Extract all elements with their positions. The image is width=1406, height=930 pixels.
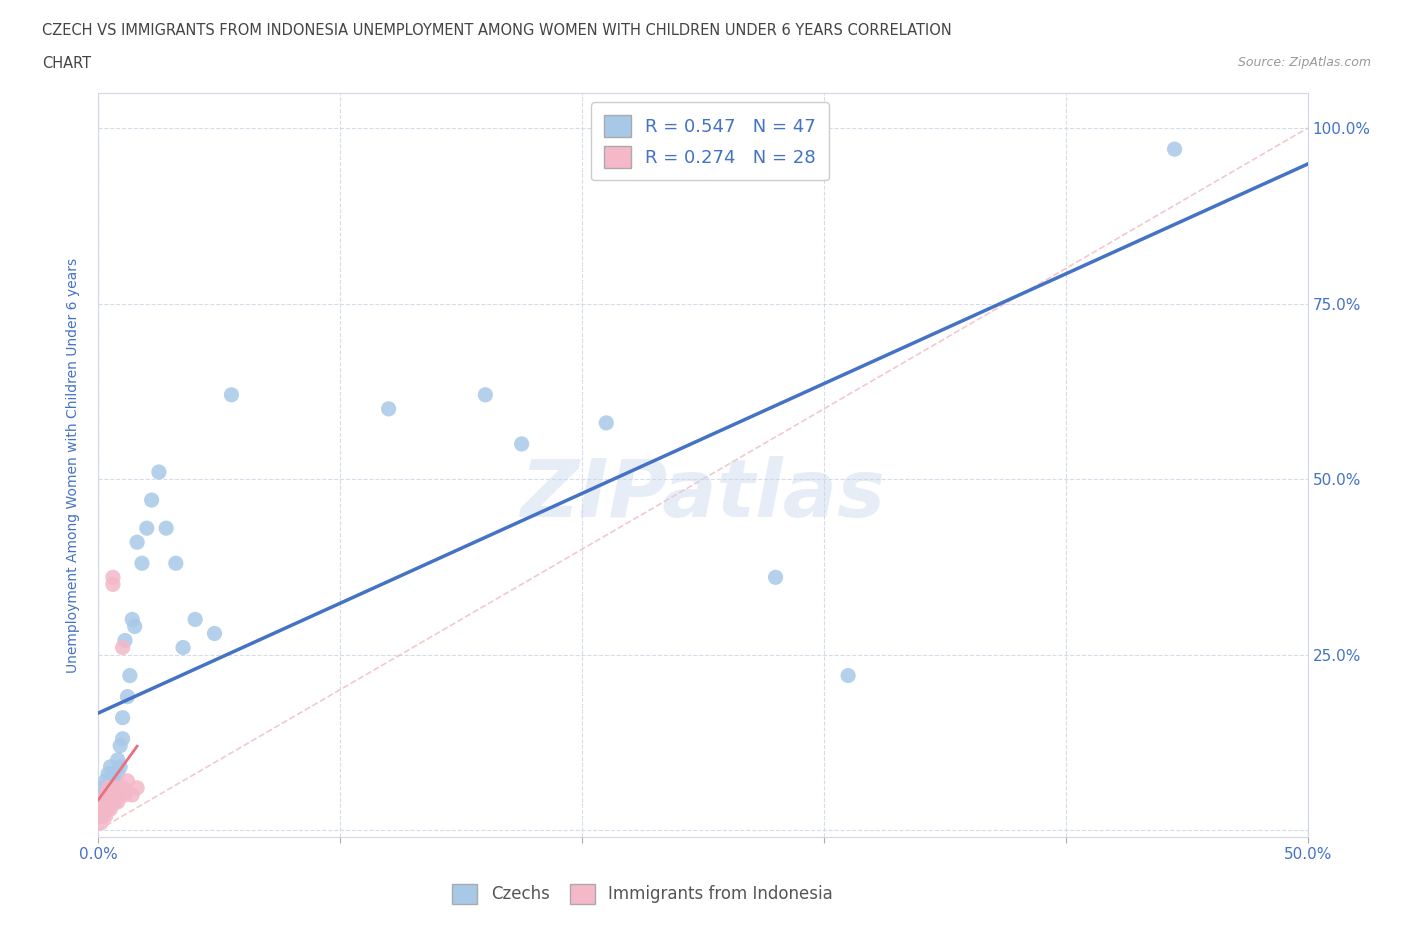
Point (104, 788, 127, 803)
Point (155, 521, 177, 536)
Point (111, 711, 134, 725)
Point (91, 794, 114, 809)
Point (97, 780, 120, 795)
Point (90, 808, 112, 823)
Point (97, 766, 120, 781)
Point (94, 802, 117, 817)
Point (107, 766, 129, 781)
Point (111, 731, 134, 746)
Point (124, 619, 146, 634)
Point (1163, 141, 1185, 156)
Point (97, 802, 120, 817)
Point (837, 668, 859, 683)
Point (114, 788, 136, 803)
Point (100, 788, 122, 803)
Point (121, 612, 143, 627)
Point (94, 802, 117, 817)
Point (204, 626, 226, 641)
Text: CHART: CHART (42, 56, 91, 71)
Point (101, 780, 124, 795)
Y-axis label: Unemployment Among Women with Children Under 6 years: Unemployment Among Women with Children U… (66, 258, 80, 672)
Point (90, 816, 112, 830)
Point (104, 794, 127, 809)
Point (94, 774, 117, 789)
Point (91, 808, 114, 823)
Point (94, 788, 117, 803)
Point (165, 556, 187, 571)
Point (141, 493, 163, 508)
Point (377, 402, 399, 417)
Point (595, 416, 617, 431)
Point (127, 780, 149, 795)
Point (107, 752, 129, 767)
Text: Source: ZipAtlas.com: Source: ZipAtlas.com (1237, 56, 1371, 69)
Point (474, 388, 496, 403)
Point (111, 780, 134, 795)
Point (135, 521, 157, 536)
Point (117, 689, 139, 704)
Point (107, 794, 129, 809)
Point (91, 780, 114, 795)
Point (131, 556, 153, 571)
Point (104, 780, 127, 795)
Point (184, 612, 207, 627)
Point (221, 388, 243, 403)
Point (510, 436, 533, 451)
Point (127, 535, 149, 550)
Point (97, 780, 120, 795)
Point (121, 788, 143, 803)
Point (90, 808, 112, 823)
Point (117, 774, 139, 789)
Point (101, 570, 124, 585)
Point (118, 668, 141, 683)
Point (94, 808, 117, 823)
Point (108, 760, 131, 775)
Point (108, 788, 131, 803)
Point (91, 788, 114, 803)
Point (148, 465, 170, 480)
Point (765, 570, 787, 585)
Legend: Czechs, Immigrants from Indonesia: Czechs, Immigrants from Indonesia (446, 877, 839, 910)
Point (87, 808, 110, 823)
Point (97, 794, 120, 809)
Point (100, 788, 122, 803)
Point (90, 802, 112, 817)
Point (97, 794, 120, 809)
Point (172, 640, 194, 655)
Point (91, 802, 114, 817)
Point (94, 788, 117, 803)
Point (108, 738, 131, 753)
Text: ZIPatlas: ZIPatlas (520, 456, 886, 534)
Point (91, 794, 114, 809)
Point (101, 577, 124, 591)
Point (104, 774, 127, 789)
Point (101, 766, 124, 781)
Point (90, 802, 112, 817)
Point (100, 774, 122, 789)
Point (100, 802, 122, 817)
Point (107, 780, 129, 795)
Text: CZECH VS IMMIGRANTS FROM INDONESIA UNEMPLOYMENT AMONG WOMEN WITH CHILDREN UNDER : CZECH VS IMMIGRANTS FROM INDONESIA UNEMP… (42, 23, 952, 38)
Point (114, 633, 136, 648)
Point (111, 640, 134, 655)
Point (100, 760, 122, 775)
